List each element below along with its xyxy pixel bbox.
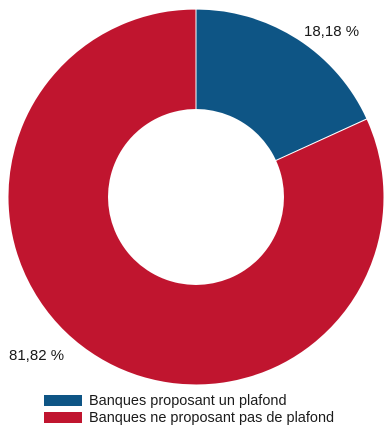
data-label-banques-sans-plafond: 81,82 % [9, 347, 64, 364]
legend-swatch-banques-sans-plafond [44, 412, 82, 423]
legend-entry-banques-proposant-un-plafond: Banques proposant un plafond [89, 393, 287, 409]
data-label-banques-proposant-un-plafond: 18,18 % [304, 23, 359, 40]
legend: Banques proposant un plafond Banques ne … [44, 393, 334, 426]
legend-entry-banques-sans-plafond: Banques ne proposant pas de plafond [89, 410, 334, 426]
legend-swatch-banques-proposant-un-plafond [44, 395, 82, 406]
donut-hole [108, 109, 284, 285]
